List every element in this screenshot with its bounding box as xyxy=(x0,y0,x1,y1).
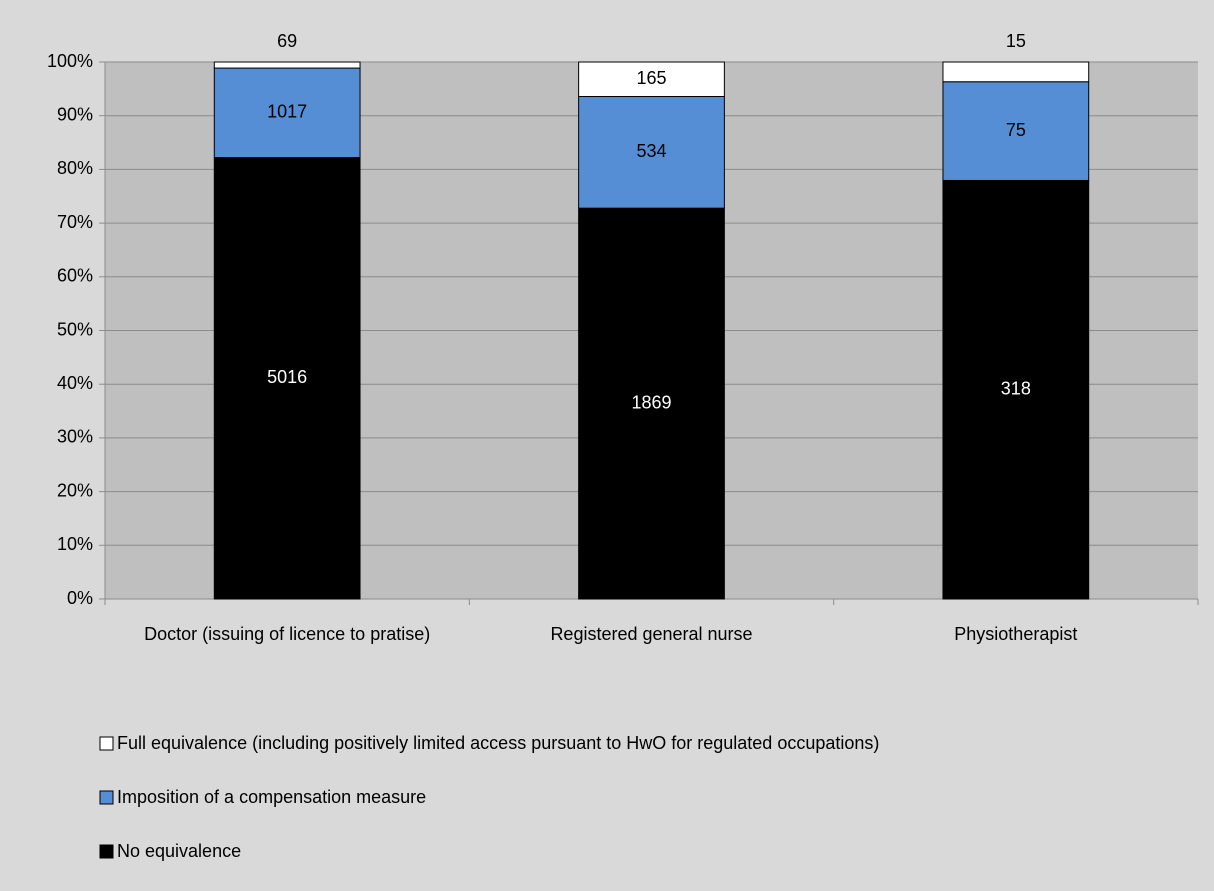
y-tick-label: 60% xyxy=(57,266,93,286)
y-tick-label: 90% xyxy=(57,104,93,124)
bar-segment xyxy=(213,61,361,69)
y-tick-label: 0% xyxy=(67,588,93,608)
y-tick-label: 30% xyxy=(57,427,93,447)
x-tick-label: Doctor (issuing of licence to pratise) xyxy=(144,624,430,644)
legend-label: Imposition of a compensation measure xyxy=(117,787,426,807)
data-label: 5016 xyxy=(267,367,307,387)
data-label: 69 xyxy=(277,31,297,51)
data-label: 318 xyxy=(1001,378,1031,398)
legend-swatch xyxy=(99,844,114,859)
data-label: 15 xyxy=(1006,31,1026,51)
bar-segment xyxy=(578,96,725,209)
y-tick-label: 40% xyxy=(57,373,93,393)
x-tick-label: Physiotherapist xyxy=(954,624,1077,644)
y-tick-label: 20% xyxy=(57,480,93,500)
data-label: 1869 xyxy=(631,392,671,412)
y-tick-label: 80% xyxy=(57,158,93,178)
bar-segment xyxy=(578,207,725,600)
bar-segment xyxy=(942,179,1090,600)
data-label: 75 xyxy=(1006,120,1026,140)
bar-segment xyxy=(578,61,725,98)
legend-swatch xyxy=(99,790,114,805)
legend-swatch xyxy=(99,736,114,751)
y-tick-label: 70% xyxy=(57,212,93,232)
bar-segment xyxy=(213,67,361,159)
legend-label: No equivalence xyxy=(117,841,241,861)
x-tick-label: Registered general nurse xyxy=(550,624,752,644)
y-tick-label: 10% xyxy=(57,534,93,554)
bar-segment xyxy=(942,61,1090,83)
data-label: 534 xyxy=(636,141,666,161)
data-label: 165 xyxy=(636,68,666,88)
y-tick-label: 50% xyxy=(57,319,93,339)
legend-label: Full equivalence (including positively l… xyxy=(117,733,879,753)
bar-segment xyxy=(942,81,1090,181)
y-tick-label: 100% xyxy=(47,51,93,71)
data-label: 1017 xyxy=(267,102,307,122)
